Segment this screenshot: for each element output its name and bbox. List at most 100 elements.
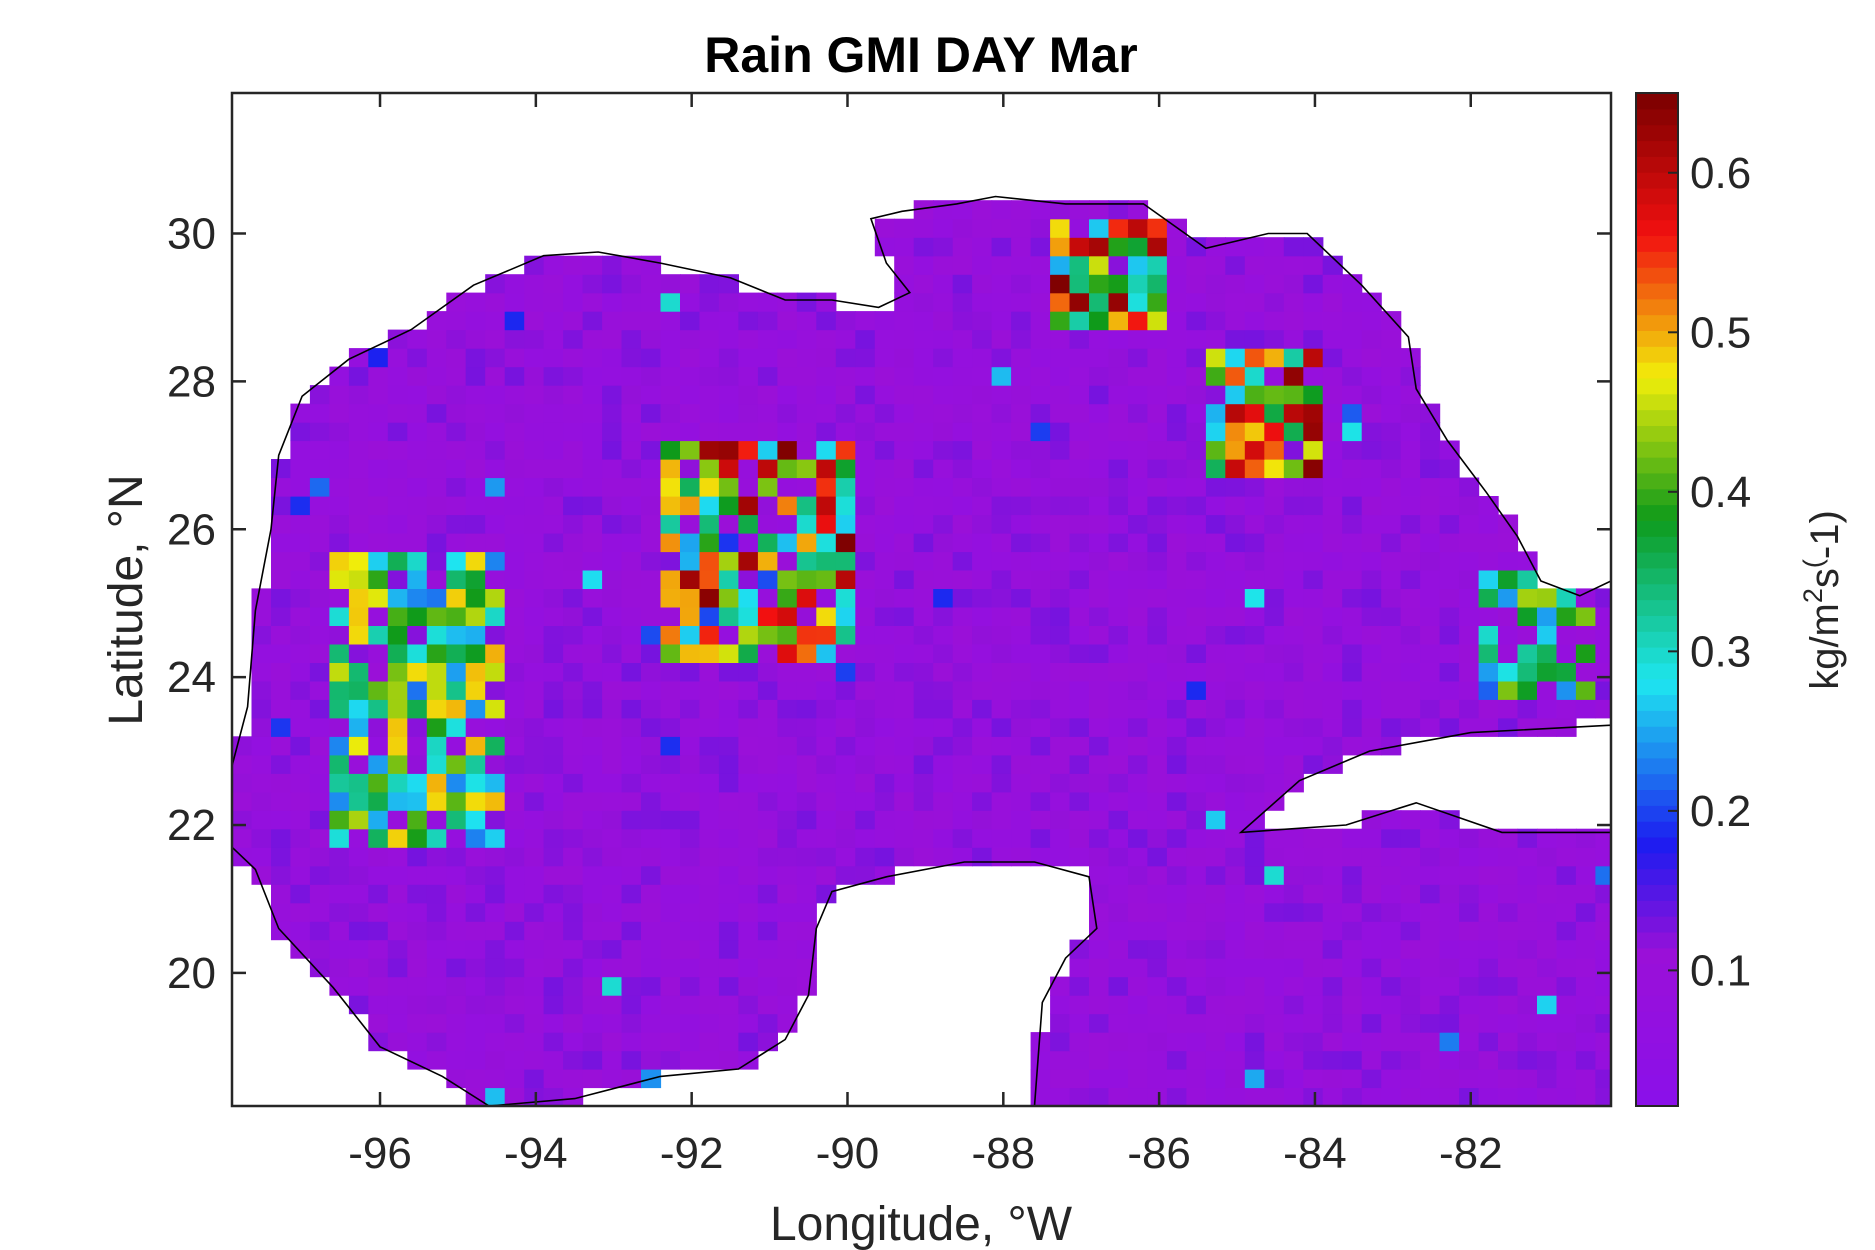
heatmap-cell xyxy=(1147,329,1168,349)
heatmap-cell xyxy=(1089,514,1110,534)
heatmap-cell xyxy=(972,385,993,405)
heatmap-cell xyxy=(563,625,584,645)
heatmap-cell xyxy=(757,459,778,479)
heatmap-cell xyxy=(504,791,525,811)
heatmap-cell xyxy=(543,902,564,922)
heatmap-cell xyxy=(1459,588,1480,608)
heatmap-cell xyxy=(913,255,934,275)
heatmap-cell xyxy=(1147,292,1168,312)
heatmap-cell xyxy=(1400,1050,1421,1070)
heatmap-cell xyxy=(1498,606,1519,626)
heatmap-cell xyxy=(1147,902,1168,922)
heatmap-cell xyxy=(524,403,545,423)
heatmap-cell xyxy=(582,1069,603,1089)
heatmap-cell xyxy=(1108,791,1129,811)
heatmap-cell xyxy=(290,921,311,941)
heatmap-cell xyxy=(972,274,993,294)
heatmap-cell xyxy=(1478,902,1499,922)
heatmap-cell xyxy=(1361,995,1382,1015)
heatmap-cell xyxy=(1244,348,1265,368)
heatmap-cell xyxy=(1166,348,1187,368)
heatmap-cell xyxy=(718,606,739,626)
heatmap-cell xyxy=(465,995,486,1015)
heatmap-cell xyxy=(1400,1013,1421,1033)
heatmap-cell xyxy=(1420,662,1441,682)
heatmap-cell xyxy=(680,643,701,663)
heatmap-cell xyxy=(1147,939,1168,959)
heatmap-cell xyxy=(1400,533,1421,553)
heatmap-cell xyxy=(738,884,759,904)
heatmap-cell xyxy=(348,921,369,941)
heatmap-cell xyxy=(1264,348,1285,368)
heatmap-cell xyxy=(1244,514,1265,534)
heatmap-cell xyxy=(718,976,739,996)
heatmap-cell xyxy=(1303,1050,1324,1070)
colorbar-segment xyxy=(1636,536,1678,553)
heatmap-cell xyxy=(1517,569,1538,589)
heatmap-cell xyxy=(1186,958,1207,978)
heatmap-cell xyxy=(1303,1013,1324,1033)
heatmap-cell xyxy=(387,810,408,830)
heatmap-cell xyxy=(1381,847,1402,867)
heatmap-cell xyxy=(1147,662,1168,682)
heatmap-cell xyxy=(1089,1087,1110,1106)
heatmap-cell xyxy=(426,533,447,553)
heatmap-cell xyxy=(641,865,662,885)
heatmap-cell xyxy=(699,643,720,663)
heatmap-cell xyxy=(1069,237,1090,257)
heatmap-cell xyxy=(874,754,895,774)
heatmap-cell xyxy=(329,736,350,756)
heatmap-cell xyxy=(718,791,739,811)
heatmap-cell xyxy=(1595,588,1611,608)
heatmap-cell xyxy=(816,533,837,553)
heatmap-cell xyxy=(660,459,681,479)
heatmap-cell xyxy=(1537,847,1558,867)
heatmap-cell xyxy=(1283,514,1304,534)
heatmap-cell xyxy=(660,385,681,405)
heatmap-cell xyxy=(348,828,369,848)
heatmap-cell xyxy=(485,385,506,405)
heatmap-cell xyxy=(1556,680,1577,700)
heatmap-cell xyxy=(290,902,311,922)
heatmap-cell xyxy=(465,810,486,830)
heatmap-cell xyxy=(796,884,817,904)
heatmap-cell xyxy=(543,588,564,608)
heatmap-cell xyxy=(991,403,1012,423)
heatmap-cell xyxy=(543,366,564,386)
heatmap-cell xyxy=(1244,255,1265,275)
heatmap-cell xyxy=(1264,551,1285,571)
heatmap-cell xyxy=(1478,717,1499,737)
heatmap-cell xyxy=(991,754,1012,774)
heatmap-cell xyxy=(1225,958,1246,978)
heatmap-cell xyxy=(1342,1087,1363,1106)
heatmap-cell xyxy=(1225,773,1246,793)
heatmap-cell xyxy=(1089,459,1110,479)
heatmap-cell xyxy=(1166,865,1187,885)
heatmap-cell xyxy=(1381,385,1402,405)
heatmap-cell xyxy=(348,403,369,423)
heatmap-cell xyxy=(1361,1087,1382,1106)
heatmap-cell xyxy=(1342,717,1363,737)
heatmap-cell xyxy=(1030,218,1051,238)
heatmap-cell xyxy=(1420,496,1441,516)
heatmap-cell xyxy=(563,551,584,571)
heatmap-cell xyxy=(1166,773,1187,793)
heatmap-cell xyxy=(757,1013,778,1033)
heatmap-cell xyxy=(621,348,642,368)
heatmap-cell xyxy=(680,828,701,848)
heatmap-cell xyxy=(1166,717,1187,737)
heatmap-cell xyxy=(543,385,564,405)
colorbar-segment xyxy=(1636,1011,1678,1028)
heatmap-cell xyxy=(563,569,584,589)
heatmap-cell xyxy=(271,551,292,571)
heatmap-cell xyxy=(816,606,837,626)
heatmap-cell xyxy=(1322,459,1343,479)
heatmap-cell xyxy=(1108,958,1129,978)
heatmap-cell xyxy=(485,958,506,978)
heatmap-cell xyxy=(1478,1013,1499,1033)
heatmap-cell xyxy=(1244,1032,1265,1052)
heatmap-cell xyxy=(1575,1087,1596,1106)
heatmap-cell xyxy=(446,329,467,349)
heatmap-cell xyxy=(1322,699,1343,719)
heatmap-cell xyxy=(1439,459,1460,479)
